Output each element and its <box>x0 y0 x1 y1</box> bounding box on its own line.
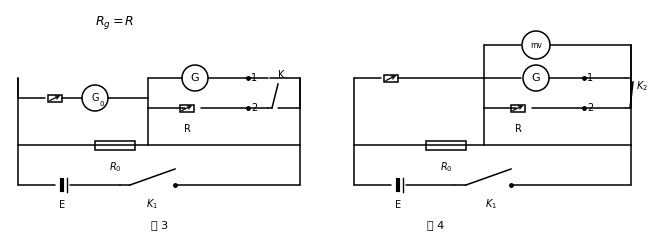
Text: K: K <box>278 70 284 80</box>
Bar <box>95 140 135 149</box>
Bar <box>426 140 466 149</box>
Text: R: R <box>515 124 521 134</box>
Text: $K_1$: $K_1$ <box>146 197 158 211</box>
Text: E: E <box>59 200 65 210</box>
Bar <box>384 74 398 81</box>
Text: 1: 1 <box>587 73 593 83</box>
Text: G: G <box>191 73 200 83</box>
Text: $R_0$: $R_0$ <box>109 160 122 174</box>
Text: $R_g=R$: $R_g=R$ <box>95 14 134 31</box>
Text: 2: 2 <box>251 103 257 113</box>
Text: 1: 1 <box>251 73 257 83</box>
Bar <box>511 104 525 111</box>
Text: G: G <box>91 93 99 103</box>
Bar <box>180 104 194 111</box>
Text: $K_2$: $K_2$ <box>636 79 648 93</box>
Text: G: G <box>532 73 540 83</box>
Text: $K_1$: $K_1$ <box>485 197 497 211</box>
Text: E: E <box>395 200 401 210</box>
Text: mv: mv <box>530 40 542 50</box>
Text: 图 3: 图 3 <box>151 220 169 230</box>
Text: 图 4: 图 4 <box>427 220 445 230</box>
Text: 0: 0 <box>100 101 104 107</box>
Bar <box>48 94 62 101</box>
Text: 2: 2 <box>587 103 593 113</box>
Text: R: R <box>183 124 190 134</box>
Text: $R_0$: $R_0$ <box>439 160 452 174</box>
